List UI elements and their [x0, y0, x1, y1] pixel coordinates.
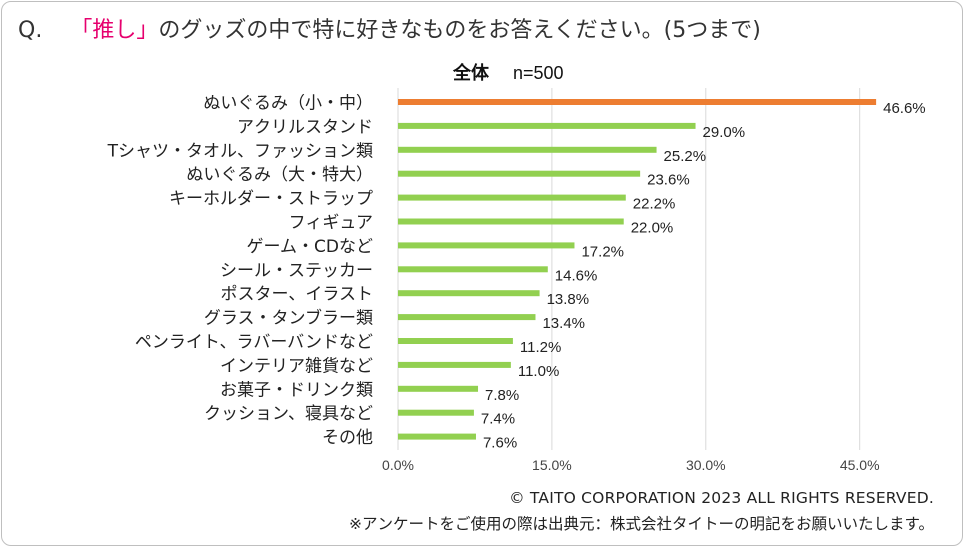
bar	[398, 99, 877, 105]
bar	[398, 122, 696, 129]
category-label: アクリルスタンド	[237, 117, 373, 137]
x-tick-label: 45.0%	[840, 457, 880, 473]
bars	[398, 99, 877, 440]
bar	[398, 266, 548, 273]
category-label: グラス・タンブラー類	[204, 308, 373, 329]
value-label: 23.6%	[647, 172, 690, 189]
x-tick-label: 30.0%	[686, 457, 726, 473]
category-label: ぬいぐるみ（大・特大）	[186, 165, 373, 185]
x-tick-label: 0.0%	[382, 457, 414, 473]
bar	[398, 338, 513, 344]
bar	[398, 409, 474, 416]
category-label: ペンライト、ラバーバンドなど	[135, 333, 373, 353]
value-label: 22.2%	[633, 196, 676, 213]
bar	[398, 242, 575, 249]
value-label: 46.6%	[883, 100, 926, 117]
x-tick-label: 15.0%	[532, 457, 572, 473]
category-labels: ぬいぐるみ（小・中） アクリルスタンド Tシャツ・タオル、ファッション類ぬいぐるみ（…	[107, 94, 373, 449]
value-label: 7.6%	[483, 435, 517, 452]
category-label: その他	[322, 428, 373, 448]
value-label: 17.2%	[581, 243, 624, 260]
value-label: 13.8%	[547, 291, 590, 308]
value-labels: 46.6% 29.0% 25.2% 23.6% 22.2% 22.0% 17.2% 14.6%…	[481, 100, 926, 452]
category-label: クッション、寝具など	[204, 403, 373, 424]
value-label: 7.8%	[485, 387, 519, 404]
category-label: インテリア雑貨など	[220, 356, 373, 376]
value-label: 7.4%	[481, 411, 515, 428]
category-label: シール・ステッカー	[220, 261, 373, 281]
question-prefix: Q.	[18, 18, 43, 43]
category-label: フィギュア	[289, 213, 373, 233]
value-label: 11.2%	[520, 339, 561, 356]
value-label: 11.0%	[518, 363, 559, 380]
category-label: ゲーム・CDなど	[247, 237, 373, 257]
category-label: お菓子・ドリンク類	[220, 380, 373, 400]
chart-subtitle: n=500	[513, 63, 564, 83]
bar	[398, 146, 657, 153]
bar	[398, 385, 479, 392]
category-label: キーホルダー・ストラップ	[169, 189, 373, 209]
copyright-text: © TAITO CORPORATION 2023 ALL RIGHTS RESE…	[509, 489, 934, 507]
category-label: Tシャツ・タオル、ファッション類	[107, 141, 373, 161]
value-label: 25.2%	[664, 148, 707, 165]
value-label: 29.0%	[703, 124, 746, 141]
bar	[398, 433, 476, 440]
category-label: ぬいぐるみ（小・中）	[203, 94, 373, 114]
value-label: 22.0%	[631, 220, 674, 237]
bar	[398, 361, 511, 368]
value-label: 14.6%	[555, 267, 598, 284]
bar	[398, 170, 641, 177]
bar	[398, 314, 536, 321]
bar	[398, 194, 626, 201]
category-label: ポスター、イラスト	[221, 285, 374, 305]
value-label: 13.4%	[542, 315, 585, 332]
bar	[398, 218, 624, 225]
question-text: のグッズの中で特に好きなものをお答えください。(5つまで)	[158, 18, 761, 43]
question-heading: Q. 「推し」のグッズの中で特に好きなものをお答えください。(5つまで)	[18, 12, 761, 44]
chart-title: 全体	[452, 62, 490, 84]
x-axis-ticks: 0.0% 15.0% 30.0% 45.0%	[382, 457, 880, 473]
bar	[398, 290, 540, 297]
usage-notice: ※アンケートをご使用の際は出典元：株式会社タイトーの明記をお願いいたします。	[349, 515, 934, 533]
question-highlight: 「推し」	[70, 18, 159, 43]
